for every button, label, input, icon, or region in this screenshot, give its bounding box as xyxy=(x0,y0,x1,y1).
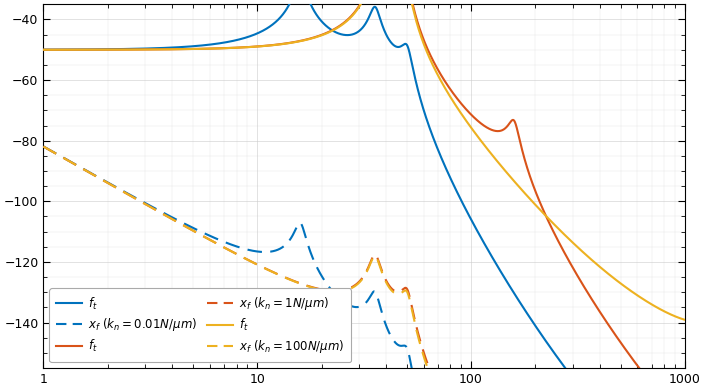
Legend: $f_t$, $x_f$ $(k_n = 0.01 N/\mu m)$, $f_t$, $x_f$ $(k_n = 1 N/\mu m)$, $f_t$, $x: $f_t$, $x_f$ $(k_n = 0.01 N/\mu m)$, $f_… xyxy=(49,288,351,362)
